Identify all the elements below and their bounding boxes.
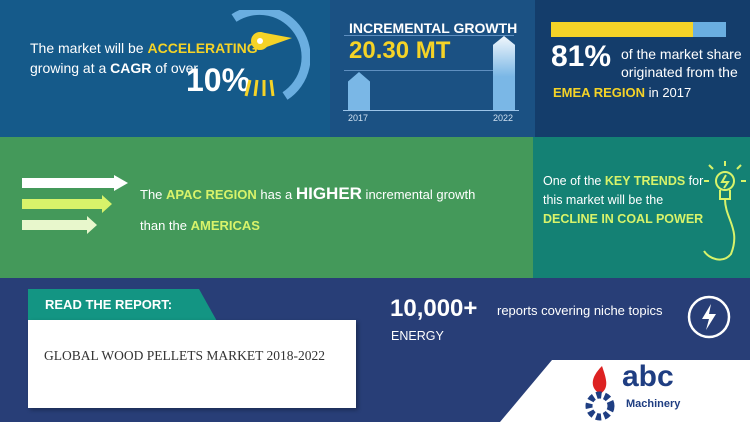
bar-2017 — [348, 72, 370, 110]
logo-area: abc Machinery — [500, 360, 750, 422]
emea-text-1: of the market share — [621, 46, 742, 62]
apac-text-3: incremental growth — [361, 187, 476, 202]
cagr-panel: The market will be ACCELERATING growing … — [0, 0, 330, 137]
growth-value: 20.30 MT — [349, 37, 451, 64]
reports-text: reports covering niche topics — [497, 303, 663, 318]
report-panel: READ THE REPORT: GLOBAL WOOD PELLETS MAR… — [0, 278, 750, 422]
emea-highlight: EMEA REGION — [553, 85, 645, 100]
year-2022: 2022 — [493, 113, 514, 123]
trend-text-1: One of the — [543, 174, 605, 188]
read-report-tab — [28, 289, 218, 323]
logo-mark — [585, 366, 615, 421]
cagr-text-2: growing at a — [30, 60, 111, 76]
emea-percent: 81% — [551, 40, 612, 73]
cagr-text-3: of over — [151, 60, 199, 76]
coal-power-highlight: DECLINE IN COAL POWER — [543, 212, 704, 226]
reports-count: 10,000+ — [390, 295, 478, 322]
logo-sub: Machinery — [626, 398, 681, 410]
report-title[interactable]: GLOBAL WOOD PELLETS MARKET 2018-2022 — [44, 348, 325, 363]
emea-suffix: in 2017 — [644, 85, 692, 100]
apac-highlight: APAC REGION — [166, 187, 257, 202]
emea-text-2: originated from the — [621, 64, 738, 80]
lightning-icon — [687, 295, 731, 339]
emea-panel: 81% of the market share originated from t… — [535, 0, 750, 137]
americas-highlight: AMERICAS — [190, 218, 260, 233]
apac-text-2: has a — [256, 187, 296, 202]
share-bar — [551, 22, 726, 37]
trend-text-2: for — [685, 174, 704, 188]
read-report-label: READ THE REPORT: — [45, 297, 173, 312]
year-2017: 2017 — [348, 113, 369, 123]
trend-text-3: this market will be the — [543, 193, 664, 207]
accelerating-highlight: ACCELERATING — [147, 40, 258, 56]
growth-title: INCREMENTAL GROWTH — [349, 20, 518, 36]
higher-label: HIGHER — [295, 184, 362, 203]
cagr-text-1: The market will be — [30, 40, 148, 56]
logo-name: abc — [622, 360, 674, 393]
lightbulb-icon — [703, 161, 746, 261]
growth-panel: INCREMENTAL GROWTH 20.30 MT 2017 2022 — [330, 0, 535, 137]
speedometer-icon — [231, 10, 310, 100]
cagr-label: CAGR — [110, 60, 152, 76]
apac-panel: The APAC REGION has a HIGHER incremental… — [0, 137, 533, 278]
cagr-value: 10% — [186, 62, 251, 98]
bar-2022 — [493, 36, 515, 110]
arrows-icon — [22, 175, 128, 234]
apac-text-1: The — [140, 187, 167, 202]
cagr-text: The market will be ACCELERATING growing … — [30, 38, 258, 78]
report-card[interactable]: GLOBAL WOOD PELLETS MARKET 2018-2022 — [28, 320, 356, 408]
share-bar-fill — [551, 22, 693, 37]
trend-panel: One of the KEY TRENDS for this market wi… — [533, 137, 750, 278]
energy-label[interactable]: ENERGY — [391, 329, 444, 343]
apac-text-4: than the — [140, 218, 191, 233]
key-trends-highlight: KEY TRENDS — [604, 174, 686, 188]
